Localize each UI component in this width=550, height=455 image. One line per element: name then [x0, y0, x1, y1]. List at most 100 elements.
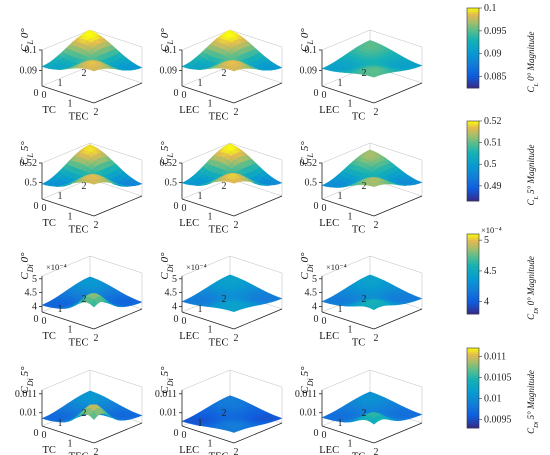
z-axis-label: CDi0° [19, 252, 35, 280]
colorbar-segment [467, 286, 479, 289]
z-tick-label: 5 [312, 274, 317, 285]
z-tick-label: 0.01 [20, 408, 38, 419]
colorbar-segment [467, 234, 479, 237]
x-tick-label: 2 [374, 107, 379, 118]
colorbar-segment [467, 10, 479, 13]
z-tick-label: 0.011 [155, 389, 177, 400]
y-axis-label: LEC [319, 445, 339, 455]
colorbar-tick-label: 0.0105 [484, 372, 512, 383]
colorbar-segment [467, 270, 479, 273]
z-exponent-label: ×10⁻⁴ [186, 262, 207, 272]
y-axis-label: LEC [179, 105, 199, 116]
y-tick-label: 2 [362, 408, 367, 419]
y-axis-label: TC [42, 445, 55, 455]
y-tick-label: 0 [314, 201, 319, 212]
surface-r4-c3 [321, 391, 423, 425]
colorbar-segment [467, 418, 479, 421]
colorbar-segment [467, 236, 479, 239]
y-tick-label: 2 [222, 294, 227, 305]
colorbar-segment [467, 161, 479, 164]
colorbar-segment [467, 20, 479, 23]
colorbar-segment [467, 155, 479, 158]
x-tick-label: 2 [374, 447, 379, 455]
colorbar-segment [467, 28, 479, 31]
colorbar-segment [467, 30, 479, 33]
y-axis-label: LEC [319, 105, 339, 116]
colorbar-segment [467, 374, 479, 377]
colorbar-segment [467, 167, 479, 170]
x-tick-label: 1 [208, 439, 213, 450]
colorbar-segment [467, 76, 479, 79]
y-tick-label: 2 [222, 181, 227, 192]
x-tick-label: 0 [42, 430, 47, 441]
y-axis-label: TC [42, 218, 55, 229]
colorbar-segment [467, 189, 479, 192]
z-tick-label: 5 [172, 274, 177, 285]
colorbar-segment [467, 256, 479, 259]
y-tick-label: 0 [174, 428, 179, 439]
colorbar-segment [467, 370, 479, 373]
colorbar-segment [467, 32, 479, 35]
colorbar-tick-label: 0.01 [484, 394, 502, 405]
x-tick-label: 1 [68, 439, 73, 450]
x-tick-label: 2 [94, 447, 99, 455]
colorbar-segment [467, 127, 479, 130]
colorbar-segment [467, 282, 479, 285]
x-axis-label: TC [352, 111, 365, 122]
x-axis-label: TEC [209, 224, 229, 235]
colorbar-tick-label: 0.1 [484, 3, 497, 14]
colorbar-segment [467, 240, 479, 243]
colorbar-segment [467, 163, 479, 166]
colorbar-segment [467, 398, 479, 401]
colorbar-segment [467, 78, 479, 81]
colorbar-segment [467, 308, 479, 311]
colorbar-segment [467, 151, 479, 154]
colorbar-segment [467, 354, 479, 357]
colorbar-segment [467, 238, 479, 241]
colorbar-segment [467, 348, 479, 351]
x-axis-label: TEC [69, 111, 89, 122]
colorbar-segment [467, 131, 479, 134]
y-tick-label: 1 [58, 191, 63, 202]
z-tick-label: 0.5 [305, 177, 318, 188]
colorbar-segment [467, 356, 479, 359]
colorbar-segment [467, 246, 479, 249]
colorbar-label: CL5° Magnitude [526, 145, 540, 206]
y-tick-label: 1 [198, 304, 203, 315]
colorbar-segment [467, 410, 479, 413]
colorbar-tick-label: 0.51 [484, 138, 502, 149]
colorbar-segment [467, 368, 479, 371]
colorbar-tick-label: 0.085 [484, 72, 507, 83]
colorbar-segment [467, 290, 479, 293]
surface-patch [90, 410, 98, 421]
y-tick-label: 1 [198, 78, 203, 89]
colorbar-segment [467, 380, 479, 383]
colorbar-r3: 5 4.5 4 ×10⁻⁴ CDi0° Magnitude [466, 225, 540, 320]
z-axis-label: CL0° [19, 28, 35, 52]
colorbar-segment [467, 26, 479, 29]
x-tick-label: 2 [94, 107, 99, 118]
colorbar-segment [467, 422, 479, 425]
y-tick-label: 1 [338, 78, 343, 89]
surface-patch [369, 305, 378, 311]
colorbar-segment [467, 143, 479, 146]
colorbar-segment [467, 44, 479, 47]
y-axis-label: LEC [179, 218, 199, 229]
surface-patch [369, 418, 378, 425]
surface-r1-c1 [41, 29, 143, 72]
x-tick-label: 0 [322, 316, 327, 327]
colorbar-segment [467, 40, 479, 43]
colorbar-segment [467, 179, 479, 182]
x-tick-label: 2 [94, 333, 99, 344]
z-axis-label: CL5° [19, 141, 35, 165]
colorbar-tick-label: 0.52 [484, 116, 502, 127]
colorbar-segment [467, 193, 479, 196]
colorbar-exponent-label: ×10⁻⁴ [481, 225, 502, 235]
z-axis-label: CDi5° [19, 366, 35, 394]
z-tick-label: 0.52 [20, 158, 38, 169]
colorbar-segment [467, 125, 479, 128]
